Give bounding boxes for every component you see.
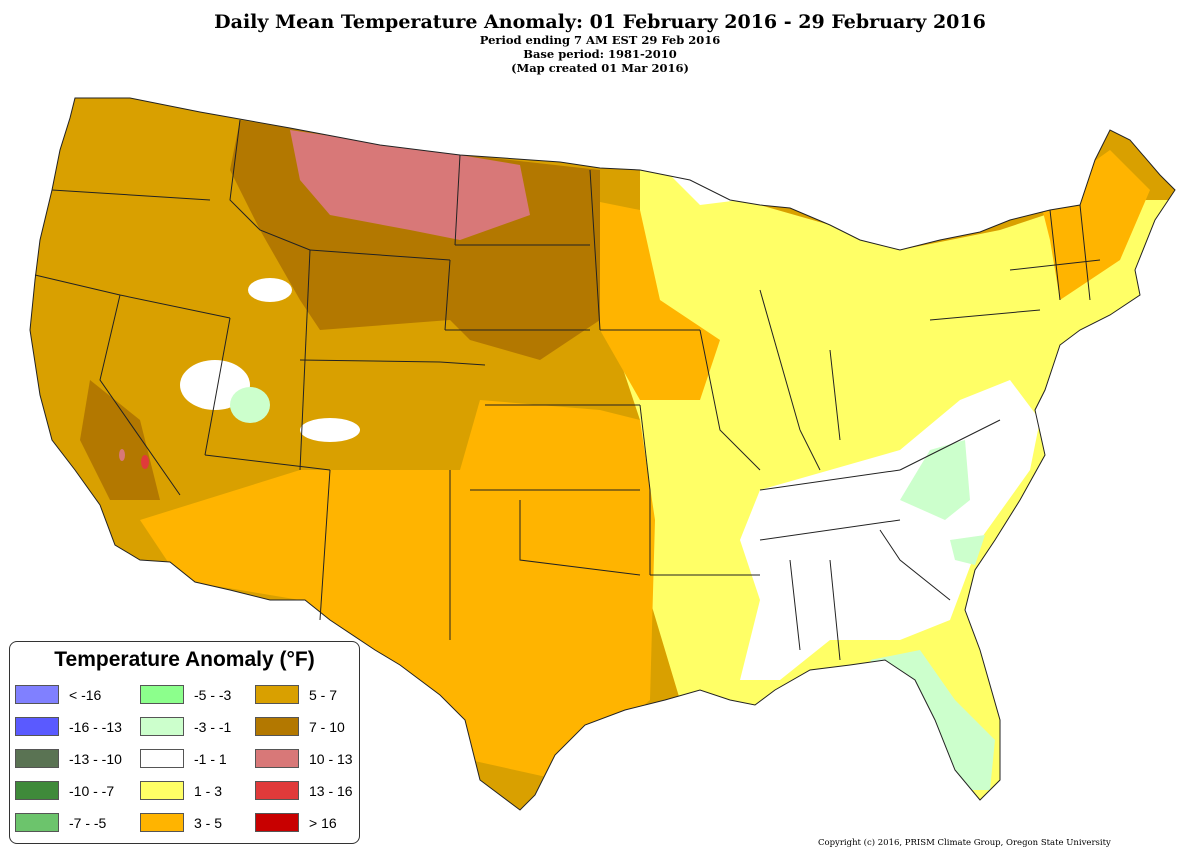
state-border — [519, 500, 641, 576]
state-border — [1079, 204, 1091, 301]
legend-swatch — [140, 717, 184, 736]
anomaly-region — [80, 380, 160, 500]
state-border — [204, 454, 331, 471]
legend-label: 7 - 10 — [309, 718, 345, 735]
anomaly-region — [141, 455, 149, 469]
legend-item: 5 - 7 — [255, 685, 337, 704]
anomaly-region — [590, 200, 720, 400]
legend-swatch — [140, 781, 184, 800]
legend-label: < -16 — [69, 686, 102, 703]
legend-label: -3 - -1 — [194, 718, 232, 735]
legend-swatch — [255, 813, 299, 832]
state-border — [319, 469, 331, 621]
legend-swatch — [15, 781, 59, 800]
legend-label: -10 - -7 — [69, 782, 115, 799]
legend-label: 5 - 7 — [309, 686, 338, 703]
legend-swatch — [140, 749, 184, 768]
legend-label: 3 - 5 — [194, 814, 223, 831]
legend-swatch — [255, 781, 299, 800]
map-header: Daily Mean Temperature Anomaly: 01 Febru… — [0, 0, 1200, 75]
state-border — [299, 359, 441, 363]
state-border — [51, 189, 211, 201]
state-border — [759, 289, 801, 431]
state-border — [29, 97, 1176, 811]
legend-swatch — [255, 685, 299, 704]
legend-swatch — [140, 813, 184, 832]
legend-swatch — [15, 813, 59, 832]
legend-item: -3 - -1 — [140, 717, 231, 736]
legend-label: -5 - -3 — [194, 686, 232, 703]
legend-item: > 16 — [255, 813, 337, 832]
legend-label: 1 - 3 — [194, 782, 223, 799]
anomaly-region — [290, 130, 530, 240]
legend-swatch — [140, 685, 184, 704]
state-border — [799, 429, 821, 471]
legend-swatch — [255, 717, 299, 736]
state-border — [589, 169, 601, 331]
state-border — [99, 294, 181, 496]
state-border — [879, 529, 951, 601]
anomaly-region — [140, 400, 655, 780]
anomaly-region — [950, 535, 985, 565]
legend-item: -16 - -13 — [15, 717, 122, 736]
legend-item: -1 - 1 — [140, 749, 227, 768]
legend-swatch — [15, 685, 59, 704]
legend-item: -10 - -7 — [15, 781, 114, 800]
legend-label: -1 - 1 — [194, 750, 227, 767]
state-border — [1049, 209, 1061, 301]
legend-item: < -16 — [15, 685, 101, 704]
anomaly-region — [248, 278, 292, 302]
state-border — [899, 419, 1001, 471]
map-title: Daily Mean Temperature Anomaly: 01 Febru… — [214, 11, 986, 33]
state-border — [759, 519, 901, 541]
legend-label: 10 - 13 — [309, 750, 353, 767]
anomaly-region — [230, 387, 270, 423]
state-border — [639, 404, 651, 491]
legend-item: -13 - -10 — [15, 749, 122, 768]
period-text: Period ending 7 AM EST 29 Feb 2016 — [479, 33, 721, 47]
state-border — [759, 469, 901, 491]
state-borders — [29, 97, 1176, 811]
legend-label: -16 - -13 — [69, 718, 122, 735]
map-created-text: (Map created 01 Mar 2016) — [511, 61, 689, 75]
state-border — [789, 559, 801, 651]
legend-item: 3 - 5 — [140, 813, 222, 832]
base-period-text: Base period: 1981-2010 — [523, 47, 677, 61]
state-border — [929, 309, 1041, 321]
legend-item: 1 - 3 — [140, 781, 222, 800]
anomaly-region — [900, 440, 970, 520]
legend-item: -5 - -3 — [140, 685, 231, 704]
legend-item: 13 - 16 — [255, 781, 353, 800]
legend: Temperature Anomaly (°F) < -16 -16 - -13 -… — [9, 641, 360, 844]
legend-label: -13 - -10 — [69, 750, 122, 767]
legend-item: -7 - -5 — [15, 813, 106, 832]
state-border — [229, 119, 311, 251]
legend-item: 7 - 10 — [255, 717, 345, 736]
state-border — [309, 249, 451, 261]
legend-swatch — [15, 717, 59, 736]
state-border — [454, 154, 461, 246]
state-border — [204, 317, 231, 456]
legend-label: -7 - -5 — [69, 814, 107, 831]
state-border — [699, 329, 761, 471]
legend-label: > 16 — [309, 814, 337, 831]
state-border — [1009, 259, 1101, 271]
legend-swatch — [15, 749, 59, 768]
anomaly-region — [300, 418, 360, 442]
state-border — [829, 559, 841, 661]
state-border — [439, 361, 486, 366]
legend-swatch — [255, 749, 299, 768]
copyright-text: Copyright (c) 2016, PRISM Climate Group,… — [818, 838, 1111, 848]
state-border — [829, 349, 841, 441]
legend-title: Temperature Anomaly (°F) — [54, 648, 315, 671]
legend-item: 10 - 13 — [255, 749, 353, 768]
state-border — [444, 259, 451, 331]
legend-label: 13 - 16 — [309, 782, 353, 799]
anomaly-region — [119, 449, 125, 461]
